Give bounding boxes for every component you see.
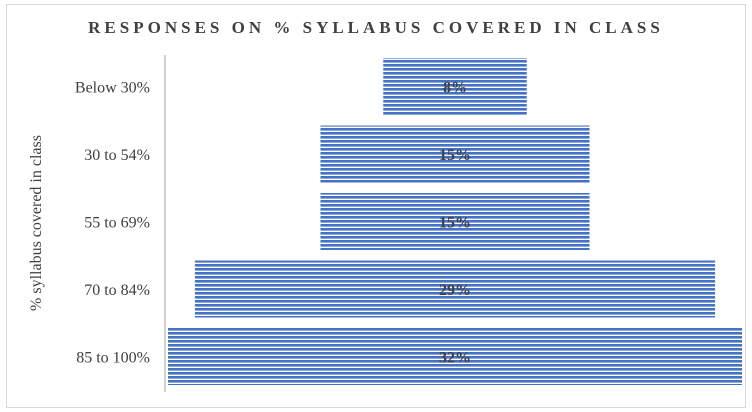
category-label-4: 85 to 100% — [76, 350, 150, 367]
bar-2 — [320, 193, 590, 250]
data-label-3: 29% — [439, 282, 471, 299]
category-label-0: Below 30% — [75, 80, 150, 97]
data-label-4: 32% — [439, 350, 471, 367]
bar-3 — [194, 260, 716, 318]
bar-1 — [320, 125, 590, 183]
data-label-0: 8% — [443, 80, 467, 97]
category-label-1: 30 to 54% — [84, 147, 150, 164]
bars-group: 8% Below 30% 15% 30 to 54% 15% 55 to 69% 29% 70… — [75, 58, 742, 385]
y-axis-label: % syllabus covered in class — [28, 135, 45, 311]
chart-title: RESPONSES ON % SYLLABUS COVERED IN CLASS — [88, 18, 664, 37]
data-label-2: 15% — [439, 215, 471, 232]
category-label-2: 55 to 69% — [84, 215, 150, 232]
bar-4 — [168, 328, 742, 385]
bar-0 — [383, 58, 527, 115]
data-label-1: 15% — [439, 147, 471, 164]
category-label-3: 70 to 84% — [84, 282, 150, 299]
